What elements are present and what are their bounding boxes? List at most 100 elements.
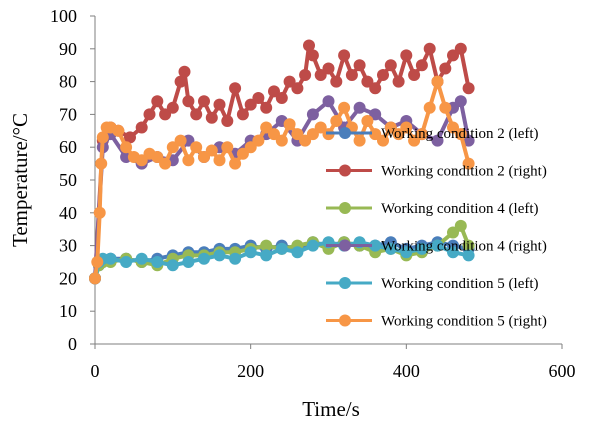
data-point: [291, 246, 303, 258]
data-point: [307, 49, 319, 61]
data-point: [416, 59, 428, 71]
data-point: [245, 246, 257, 258]
data-point: [408, 69, 420, 81]
data-point: [182, 256, 194, 268]
data-point: [229, 158, 241, 170]
data-point: [136, 253, 148, 265]
data-point: [112, 125, 124, 137]
data-point: [330, 76, 342, 88]
data-point: [463, 82, 475, 94]
legend-marker: [339, 240, 351, 252]
data-point: [120, 141, 132, 153]
data-point: [151, 256, 163, 268]
data-point: [167, 259, 179, 271]
legend-item: Working condition 5 (right): [326, 314, 547, 330]
data-point: [338, 102, 350, 114]
y-tick-label: 10: [59, 301, 77, 321]
y-axis: 0102030405060708090100: [50, 6, 95, 354]
y-tick-label: 50: [59, 170, 77, 190]
data-point: [214, 99, 226, 111]
data-point: [346, 69, 358, 81]
legend-label: Working condition 5 (right): [381, 314, 547, 330]
data-point: [182, 95, 194, 107]
data-point: [221, 141, 233, 153]
legend-marker: [339, 165, 351, 177]
y-tick-label: 40: [59, 203, 77, 223]
x-tick-label: 200: [237, 361, 264, 381]
y-tick-label: 100: [50, 6, 77, 26]
data-point: [424, 43, 436, 55]
data-point: [221, 115, 233, 127]
data-point: [455, 43, 467, 55]
data-point: [385, 59, 397, 71]
x-tick-label: 0: [91, 361, 100, 381]
data-point: [214, 154, 226, 166]
y-tick-label: 80: [59, 72, 77, 92]
legend-label: Working condition 4 (right): [381, 239, 547, 255]
data-point: [167, 102, 179, 114]
data-point: [206, 112, 218, 124]
data-point: [307, 240, 319, 252]
y-tick-label: 70: [59, 104, 77, 124]
data-point: [182, 154, 194, 166]
data-point: [354, 59, 366, 71]
legend: Working condition 2 (left) Working condit…: [326, 126, 547, 330]
data-point: [95, 158, 107, 170]
legend-marker: [339, 315, 351, 327]
legend-label: Working condition 5 (left): [381, 276, 539, 292]
data-point: [252, 92, 264, 104]
data-point: [323, 95, 335, 107]
x-tick-label: 600: [549, 361, 576, 381]
legend-label: Working condition 4 (left): [381, 201, 539, 217]
data-point: [237, 108, 249, 120]
data-point: [136, 122, 148, 134]
x-axis-title: Time/s: [302, 397, 360, 421]
data-point: [214, 249, 226, 261]
data-point: [455, 220, 467, 232]
data-point: [354, 102, 366, 114]
data-point: [361, 115, 373, 127]
data-point: [179, 66, 191, 78]
data-point: [338, 49, 350, 61]
data-point: [159, 158, 171, 170]
y-tick-label: 0: [68, 334, 77, 354]
data-point: [105, 253, 117, 265]
data-point: [190, 108, 202, 120]
data-point: [377, 69, 389, 81]
legend-label: Working condition 2 (right): [381, 164, 547, 180]
legend-label: Working condition 2 (left): [381, 126, 539, 142]
data-point: [291, 82, 303, 94]
y-tick-label: 60: [59, 137, 77, 157]
data-point: [120, 256, 132, 268]
data-point: [284, 118, 296, 130]
y-axis-title: Temperature/°C: [8, 113, 32, 247]
data-point: [369, 82, 381, 94]
data-point: [229, 82, 241, 94]
data-point: [276, 243, 288, 255]
y-tick-label: 90: [59, 39, 77, 59]
x-tick-label: 400: [393, 361, 420, 381]
legend-item: Working condition 4 (left): [326, 201, 539, 217]
data-point: [307, 108, 319, 120]
y-tick-label: 20: [59, 268, 77, 288]
data-point: [175, 135, 187, 147]
data-point: [252, 135, 264, 147]
data-point: [354, 135, 366, 147]
data-point: [439, 63, 451, 75]
legend-marker: [339, 202, 351, 214]
data-point: [91, 256, 103, 268]
data-point: [151, 95, 163, 107]
legend-item: Working condition 2 (right): [326, 164, 547, 180]
x-axis: 0 200 400 600: [91, 344, 576, 381]
data-point: [198, 95, 210, 107]
data-point: [229, 253, 241, 265]
data-point: [299, 69, 311, 81]
legend-marker: [339, 127, 351, 139]
data-point: [260, 102, 272, 114]
data-point: [439, 102, 451, 114]
data-point: [198, 253, 210, 265]
legend-item: Working condition 5 (left): [326, 276, 539, 292]
data-point: [206, 145, 218, 157]
data-point: [260, 249, 272, 261]
